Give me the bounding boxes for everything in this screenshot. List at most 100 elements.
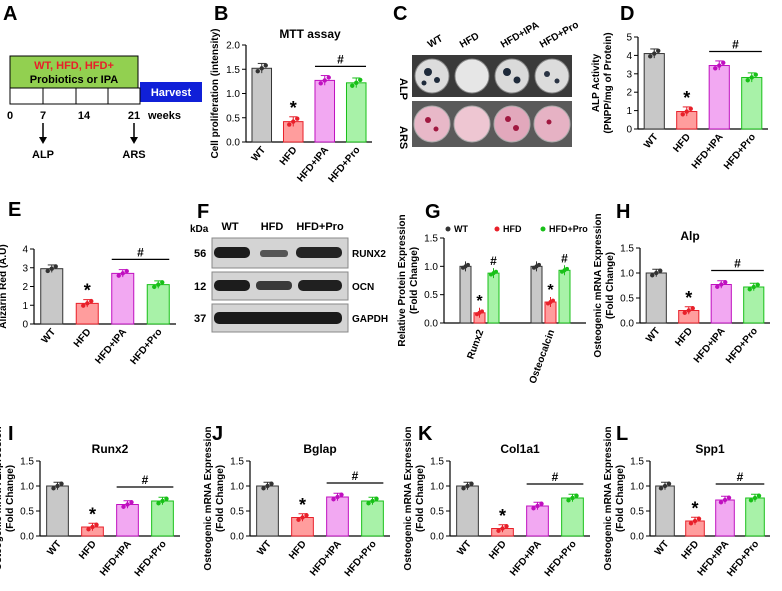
- bar: [526, 505, 549, 537]
- data-point: [690, 306, 695, 311]
- image-group-label: HFD+IPA: [499, 20, 541, 51]
- data-point: [322, 78, 327, 83]
- panel-label-k: K: [418, 423, 433, 445]
- y-tick-label: 0.0: [630, 532, 644, 543]
- x-tick-label: HFD+Pro: [724, 326, 760, 366]
- data-point: [124, 268, 129, 274]
- y-tick-label: 1: [22, 301, 28, 312]
- data-point: [684, 109, 689, 114]
- y-tick-label: 0.5: [226, 113, 240, 124]
- data-point: [658, 486, 664, 491]
- data-point: [692, 518, 698, 524]
- alp-assay-label: ALP: [32, 149, 54, 161]
- chart-title: MTT assay: [279, 27, 341, 41]
- y-axis-label-line: Osteogenic mRNA Expression: [203, 426, 214, 570]
- y-tick-label: 2.0: [226, 41, 240, 52]
- data-point: [465, 483, 470, 489]
- data-point: [291, 119, 296, 124]
- treatment-line2: Probiotics or IPA: [30, 74, 118, 86]
- data-point: [686, 308, 691, 313]
- x-tick-label: WT: [644, 326, 662, 345]
- data-point: [318, 81, 323, 86]
- data-point: [156, 501, 161, 506]
- y-tick-label: 1.0: [226, 89, 240, 100]
- bar: [326, 496, 349, 537]
- chart-panel-b: B MTT assay 0.0 0.5 1.0 1.5 2.0 Cell proliferat…: [210, 3, 372, 185]
- bar: [715, 499, 735, 537]
- y-axis-label-line: Relative Protein Expression: [397, 214, 408, 346]
- significance-star: *: [685, 288, 692, 308]
- image-group-label: HFD+Pro: [538, 20, 581, 51]
- data-point: [89, 298, 94, 304]
- data-point: [466, 262, 470, 267]
- blot-band: [260, 250, 288, 257]
- x-tick-label: WT: [255, 539, 273, 558]
- y-axis-label: Cell proliferation (intensity): [210, 28, 221, 158]
- y-axis-label-line: (Fold Change): [615, 465, 626, 532]
- x-tick-label: HFD+IPA: [692, 326, 728, 365]
- y-axis-label-line: Osteogenic mRNA Expression: [403, 426, 414, 570]
- ars-well: [533, 105, 571, 143]
- significance-hash: #: [137, 245, 144, 259]
- data-point: [747, 287, 752, 292]
- stain-spot: [544, 71, 550, 77]
- week-tick: 21: [128, 110, 140, 122]
- data-point: [688, 521, 694, 526]
- data-point: [648, 54, 653, 59]
- y-tick-label: 0: [22, 320, 28, 331]
- blot-band: [214, 312, 342, 324]
- x-tick-label: WT: [455, 539, 473, 558]
- chart-title: Bglap: [303, 442, 336, 456]
- y-tick-label: 0.5: [424, 290, 438, 301]
- kda-value: 56: [194, 248, 206, 260]
- legend-marker: [445, 226, 451, 232]
- stain-spot: [546, 119, 552, 125]
- significance-hash: #: [732, 38, 739, 52]
- data-point: [715, 284, 720, 289]
- stain-spot: [421, 80, 427, 86]
- data-point: [335, 494, 340, 500]
- y-tick-label: 2: [626, 88, 632, 99]
- treatment-box: [9, 55, 139, 89]
- timeline-bar: [9, 87, 141, 105]
- data-point: [721, 60, 726, 65]
- panel-label-d: D: [620, 3, 634, 25]
- significance-star: *: [476, 293, 483, 310]
- data-point: [53, 264, 58, 269]
- stain-spot: [425, 117, 431, 123]
- alp-arrow-head: [39, 137, 47, 144]
- chart-panel-j: J Bglap 0.0 0.5 1.0 1.5 Osteogenic mRNA Expres…: [203, 423, 390, 579]
- legend-label: HFD: [503, 224, 522, 234]
- data-point: [494, 269, 498, 274]
- y-tick-label: 1.0: [620, 269, 634, 280]
- stain-spot: [434, 77, 440, 83]
- data-point: [85, 301, 90, 306]
- x-tick-label: HFD+IPA: [308, 539, 344, 578]
- x-tick-label: HFD: [287, 539, 309, 562]
- chart-panel-e: E 0 1 2 3 4 Alizarin Red (A.U) WT HFD HFD+IPA HFD+…: [0, 199, 176, 367]
- data-point: [259, 66, 264, 71]
- data-point: [574, 493, 579, 498]
- y-axis-label-line: (Fold Change): [215, 465, 226, 532]
- y-tick-label: 0.5: [230, 507, 244, 518]
- blot-group-label: WT: [221, 221, 238, 233]
- x-tick-label: HFD+IPA: [690, 132, 726, 171]
- bar: [456, 485, 479, 537]
- row-label-alp: ALP: [397, 78, 409, 100]
- bar: [708, 65, 730, 130]
- row-label-ars: ARS: [397, 126, 409, 149]
- data-point: [726, 495, 732, 500]
- y-tick-label: 1.0: [230, 482, 244, 493]
- x-tick-label: HFD+IPA: [93, 327, 129, 366]
- data-point: [265, 483, 270, 489]
- data-point: [570, 495, 575, 501]
- data-point: [296, 517, 301, 522]
- legend-marker: [540, 226, 546, 232]
- bar: [558, 269, 571, 324]
- bar: [314, 79, 336, 143]
- chart-panel-i: I Runx2 0.0 0.5 1.0 1.5 Osteogenic mRNA Expres…: [0, 423, 180, 579]
- x-tick-label: HFD: [680, 539, 702, 562]
- data-point: [480, 309, 484, 314]
- significance-hash: #: [734, 257, 741, 271]
